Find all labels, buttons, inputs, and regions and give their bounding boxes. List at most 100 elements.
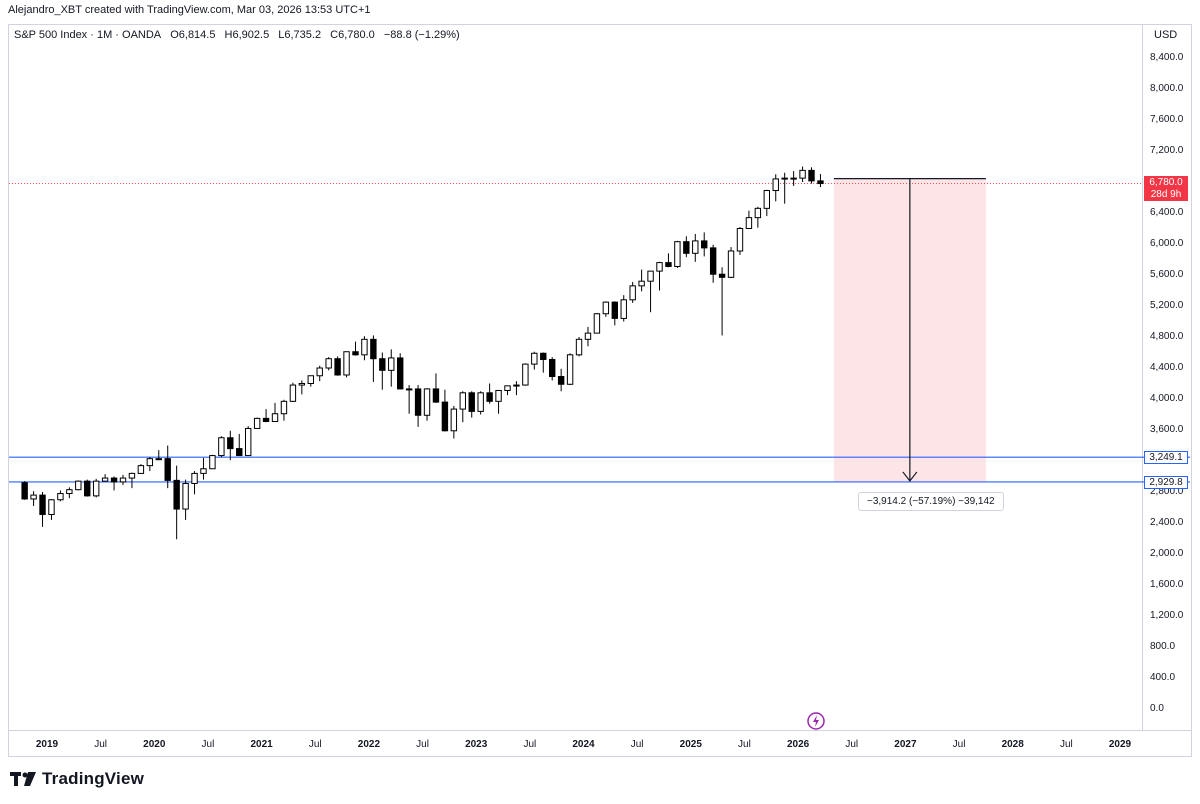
time-tick-label: 2020: [143, 739, 166, 750]
candle-body: [620, 299, 627, 319]
candle: [504, 385, 511, 396]
price-tick-label: 7,600.0: [1150, 114, 1184, 125]
time-tick-label: 2019: [35, 739, 59, 750]
candle-body: [191, 472, 198, 484]
candle-body: [101, 477, 109, 482]
candle: [549, 357, 556, 381]
time-tick-label: 2022: [357, 739, 381, 750]
candle: [513, 381, 520, 396]
price-tick-label: 3,600.0: [1150, 424, 1184, 435]
candle: [638, 269, 645, 292]
currency-label[interactable]: USD: [1154, 29, 1178, 41]
candle: [817, 174, 824, 188]
candle-body: [736, 228, 744, 252]
legend-change: −88.8 (−1.29%): [383, 29, 460, 41]
time-tick-label: 2029: [1108, 739, 1132, 750]
candle-body: [227, 437, 234, 450]
candle: [92, 478, 100, 498]
candle: [57, 490, 64, 502]
candle: [361, 336, 368, 361]
time-tick-label: 2025: [679, 739, 702, 750]
tradingview-logo-text: TradingView: [42, 769, 145, 788]
price-tick-label: 4,000.0: [1150, 393, 1184, 404]
level-badge-upper: 3,249.1: [1144, 451, 1188, 465]
price-tick-label: 6,000.0: [1150, 238, 1184, 249]
candle-body: [647, 270, 654, 282]
candle: [155, 450, 162, 461]
time-tick-label: Jul: [201, 739, 215, 750]
candle: [736, 226, 744, 255]
candle-body: [692, 240, 699, 254]
candle: [173, 465, 180, 540]
candle: [602, 301, 610, 317]
candle-body: [593, 313, 601, 334]
candle-body: [513, 384, 520, 387]
candle: [21, 481, 28, 500]
candle: [388, 349, 395, 387]
candle: [262, 409, 270, 423]
candle-body: [218, 437, 225, 457]
candle: [584, 326, 592, 347]
candle: [566, 353, 574, 386]
candle-body: [48, 499, 55, 515]
level-badge-lower: 2,929.8: [1144, 475, 1188, 489]
legend-low: 6,735.2: [284, 29, 322, 41]
price-tick-label: 400.0: [1150, 672, 1176, 683]
candle: [468, 391, 475, 418]
price-scale[interactable]: [1143, 24, 1192, 731]
price-tick-label: 2,000.0: [1150, 548, 1184, 559]
time-tick-label: Jul: [308, 739, 322, 750]
candle: [531, 351, 538, 370]
lightning-bolt-icon[interactable]: [807, 712, 825, 735]
current-price-value: 6,780.0: [1149, 177, 1183, 188]
candle: [146, 457, 154, 472]
time-tick-label: Jul: [94, 739, 108, 750]
candle: [66, 487, 73, 499]
candle-body: [128, 472, 136, 479]
candle: [30, 491, 37, 506]
candle: [754, 206, 762, 228]
candle-body: [173, 479, 180, 510]
candle: [683, 236, 690, 258]
chart-pane[interactable]: [8, 24, 1143, 731]
legend-close-label: C: [330, 29, 339, 41]
candle-body: [432, 388, 440, 403]
price-tick-label: 2,800.0: [1150, 486, 1184, 497]
candle-body: [39, 494, 46, 515]
candle-body: [575, 338, 583, 356]
price-tick-label: 0.0: [1150, 703, 1164, 714]
legend-open-label: O: [170, 29, 179, 41]
measure-arrow-layer: [833, 177, 986, 482]
candle-body: [674, 241, 681, 267]
candle: [182, 479, 189, 520]
time-tick-label: 2023: [465, 739, 488, 750]
candle-body: [584, 332, 592, 340]
candle: [495, 389, 502, 414]
time-tick-label: Jul: [952, 739, 966, 750]
candle: [227, 430, 234, 461]
candle: [316, 365, 323, 382]
legend-symbol[interactable]: S&P 500 Index · 1M · OANDA: [14, 29, 162, 41]
candle-body: [307, 375, 314, 384]
price-tick-label: 800.0: [1150, 641, 1176, 652]
time-tick-label: 2026: [786, 739, 810, 750]
candle-body: [21, 482, 28, 500]
candle-body: [683, 241, 690, 254]
candle: [218, 436, 225, 458]
candle-body: [763, 190, 771, 209]
candle-body: [343, 351, 350, 376]
candle: [307, 375, 314, 387]
candle: [39, 492, 46, 527]
candle: [656, 261, 663, 291]
tradingview-logo[interactable]: TradingView: [10, 769, 144, 789]
price-tick-label: 4,400.0: [1150, 362, 1184, 373]
candle-body: [817, 180, 824, 185]
time-tick-label: 2024: [572, 739, 595, 750]
candle-body: [799, 169, 806, 179]
candle-body: [209, 455, 216, 470]
candle: [441, 389, 449, 432]
candle-body: [298, 383, 306, 386]
candle-body: [325, 358, 332, 369]
time-scale[interactable]: [8, 731, 1192, 757]
